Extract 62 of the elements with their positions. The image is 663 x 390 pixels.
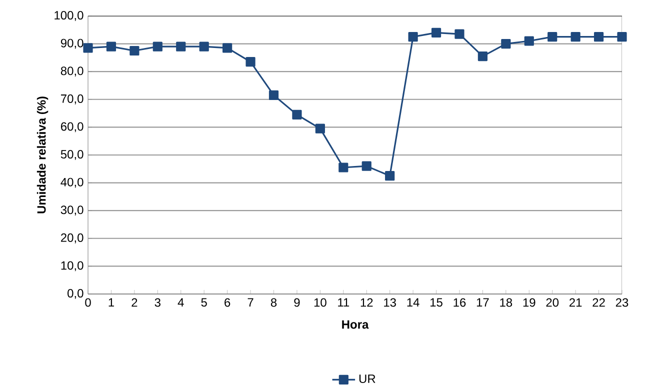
point bbox=[617, 32, 627, 42]
y-tick-label: 100,0 bbox=[54, 11, 84, 21]
point bbox=[222, 43, 232, 53]
x-tick-label: 23 bbox=[616, 298, 628, 307]
point bbox=[408, 32, 418, 42]
y-tick-label: 50,0 bbox=[60, 150, 84, 160]
y-axis-title: Umidade relativa (%) bbox=[36, 96, 48, 214]
x-tick-label: 13 bbox=[384, 298, 396, 307]
x-tick-label: 14 bbox=[407, 298, 420, 306]
x-tick-label: 19 bbox=[523, 298, 536, 307]
point bbox=[385, 171, 395, 181]
y-tick-label: 40,0 bbox=[60, 178, 84, 188]
point bbox=[594, 32, 604, 42]
y-tick-label: 60,0 bbox=[60, 122, 84, 132]
point bbox=[362, 161, 372, 171]
x-tick-label: 7 bbox=[248, 298, 254, 306]
x-tick-label: 18 bbox=[500, 298, 512, 307]
x-tick-label: 3 bbox=[154, 298, 160, 307]
point bbox=[548, 32, 558, 42]
point bbox=[501, 38, 511, 49]
point bbox=[130, 46, 140, 56]
x-tick-label: 22 bbox=[592, 298, 605, 307]
point bbox=[338, 162, 348, 172]
y-tick-label: 90,0 bbox=[60, 38, 84, 49]
point bbox=[454, 29, 464, 39]
x-axis-title: Hora bbox=[342, 320, 369, 329]
y-tick-label: 20,0 bbox=[60, 233, 84, 244]
x-tick-label: 9 bbox=[294, 298, 300, 307]
point bbox=[431, 28, 442, 38]
x-tick-label: 6 bbox=[224, 298, 230, 307]
x-tick-label: 4 bbox=[178, 298, 184, 306]
x-tick-label: 0 bbox=[85, 298, 91, 307]
point bbox=[246, 57, 256, 67]
point bbox=[524, 36, 534, 46]
y-tick-label: 30,0 bbox=[60, 206, 84, 216]
x-tick-label: 21 bbox=[569, 298, 582, 307]
x-tick-label: 16 bbox=[454, 298, 466, 307]
point bbox=[292, 110, 302, 120]
point bbox=[83, 43, 93, 53]
point bbox=[106, 42, 116, 52]
y-tick-label: 70,0 bbox=[60, 94, 84, 104]
y-tick-label: 0,0 bbox=[68, 289, 84, 299]
x-tick-label: 5 bbox=[201, 298, 207, 307]
point bbox=[478, 51, 488, 62]
x-tick-label: 20 bbox=[546, 298, 559, 307]
legend-label: UR bbox=[359, 374, 376, 384]
x-tick-label: 15 bbox=[430, 298, 442, 307]
point bbox=[268, 90, 279, 100]
x-tick-label: 2 bbox=[132, 298, 138, 307]
x-tick-label: 8 bbox=[270, 298, 277, 307]
y-tick-label: 80,0 bbox=[60, 66, 84, 77]
point bbox=[152, 42, 162, 52]
x-tick-label: 1 bbox=[108, 298, 114, 306]
x-tick-label: 17 bbox=[476, 298, 489, 306]
x-tick-label: 11 bbox=[338, 298, 350, 306]
point bbox=[570, 32, 580, 42]
point bbox=[315, 124, 325, 134]
point bbox=[176, 42, 186, 52]
x-tick-label: 10 bbox=[314, 298, 326, 307]
point bbox=[199, 42, 209, 52]
y-tick-label: 10,0 bbox=[61, 261, 84, 272]
x-tick-label: 12 bbox=[360, 298, 373, 307]
